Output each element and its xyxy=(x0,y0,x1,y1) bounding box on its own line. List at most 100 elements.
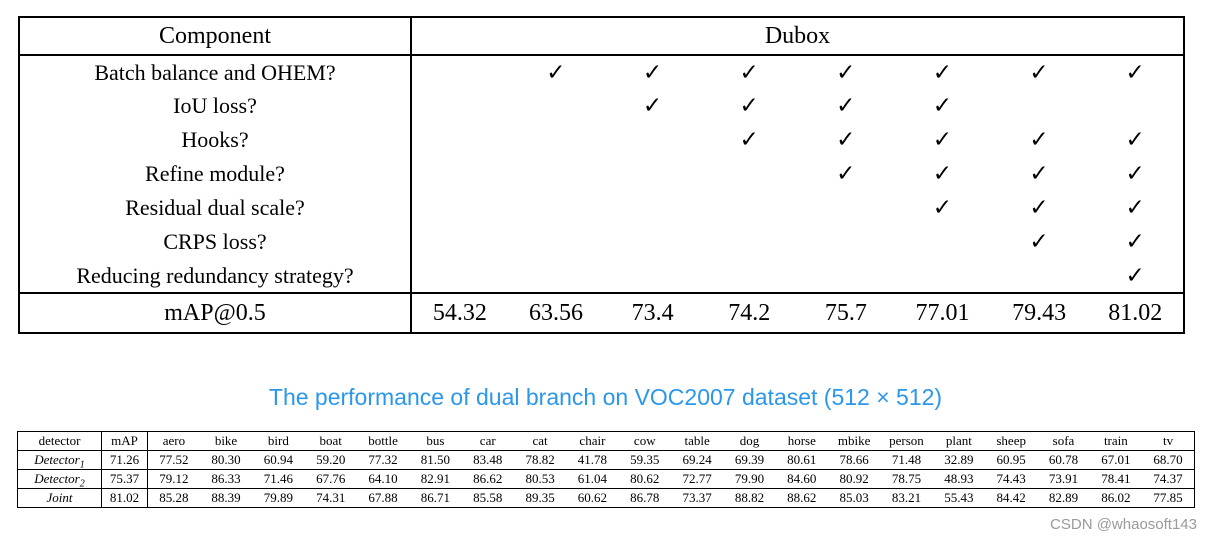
map-row: mAP@0.5 54.32 63.56 73.4 74.2 75.7 77.01 79.43 8… xyxy=(19,292,1184,333)
empty-cell xyxy=(1087,89,1184,123)
cell-value: 60.78 xyxy=(1037,450,1090,470)
column-header: person xyxy=(889,433,924,448)
check-mark: ✓ xyxy=(1029,59,1049,86)
cell-value: 86.33 xyxy=(199,469,253,489)
column-header: bus xyxy=(426,433,445,448)
detector-label: Detector1 xyxy=(17,450,102,470)
check-mark: ✓ xyxy=(739,59,759,86)
cell-value: 77.85 xyxy=(1142,488,1195,508)
component-label: IoU loss? xyxy=(19,89,412,123)
detector-label: Detector2 xyxy=(17,469,102,489)
cell-value: 80.53 xyxy=(513,469,567,489)
component-label: Residual dual scale? xyxy=(19,191,412,225)
empty-cell xyxy=(991,259,1088,293)
cell-value: 48.93 xyxy=(932,469,985,489)
empty-cell xyxy=(894,225,991,259)
empty-cell xyxy=(701,191,798,225)
empty-cell xyxy=(894,259,991,293)
check-mark: ✓ xyxy=(932,59,953,86)
check-mark: ✓ xyxy=(1029,127,1049,153)
component-label: Refine module? xyxy=(19,157,412,191)
component-label: Hooks? xyxy=(19,123,412,157)
cell-value: 83.21 xyxy=(880,488,933,508)
cell-value: 74.37 xyxy=(1142,469,1195,489)
ablation-row: IoU loss? ✓ ✓ ✓ ✓ xyxy=(19,89,1184,123)
component-header: Component xyxy=(19,17,412,56)
watermark: CSDN @whaosoft143 xyxy=(1050,516,1197,533)
column-header: dog xyxy=(739,433,760,448)
empty-cell xyxy=(411,157,508,191)
cell-value: 80.92 xyxy=(827,469,881,489)
check-mark: ✓ xyxy=(932,161,953,187)
cell-value: 78.82 xyxy=(513,450,567,470)
check-mark: ✓ xyxy=(1029,229,1049,255)
cell-value: 88.82 xyxy=(723,488,776,508)
check-mark: ✓ xyxy=(836,59,856,86)
cell-value: 59.35 xyxy=(618,450,671,470)
performance-row: Detector2 75.37 79.12 86.33 71.46 67.76 64.10 8… xyxy=(17,469,1195,489)
cell-value: 82.91 xyxy=(409,469,462,489)
ablation-row: Refine module? ✓ ✓ ✓ ✓ xyxy=(19,157,1184,191)
performance-table-body: Detector1 71.26 77.52 80.30 60.94 59.20 77.32 8… xyxy=(17,450,1195,508)
cell-value: 67.88 xyxy=(356,488,410,508)
column-header: chair xyxy=(579,433,606,448)
map-value: 75.7 xyxy=(797,292,895,333)
dubox-header: Dubox xyxy=(411,17,1184,56)
column-header: bottle xyxy=(368,433,398,448)
cell-value: 78.41 xyxy=(1089,469,1143,489)
cell-value: 86.02 xyxy=(1089,488,1143,508)
ablation-table-body: Batch balance and OHEM? ✓ ✓ ✓ ✓ ✓ ✓ ✓ IoU loss? ✓… xyxy=(19,55,1184,333)
check-mark: ✓ xyxy=(932,93,953,119)
ablation-row: CRPS loss? ✓ ✓ xyxy=(19,225,1184,259)
check-mark: ✓ xyxy=(836,161,856,187)
cell-value: 71.26 xyxy=(101,450,148,470)
cell-value: 84.42 xyxy=(985,488,1038,508)
cell-value: 86.78 xyxy=(618,488,671,508)
column-header: horse xyxy=(787,433,816,448)
cell-value: 84.60 xyxy=(775,469,828,489)
cell-value: 88.39 xyxy=(199,488,253,508)
map-label: mAP@0.5 xyxy=(19,292,412,333)
map-value: 73.4 xyxy=(604,292,701,333)
column-header: train xyxy=(1103,433,1128,448)
ablation-table: Component Dubox Batch balance and OHEM? ✓… xyxy=(18,16,1185,334)
cell-value: 71.46 xyxy=(252,469,305,489)
empty-cell xyxy=(411,259,508,293)
cell-value: 60.95 xyxy=(985,450,1038,470)
cell-value: 67.01 xyxy=(1089,450,1143,470)
empty-cell xyxy=(991,89,1088,123)
empty-cell xyxy=(798,225,895,259)
cell-value: 80.61 xyxy=(775,450,828,470)
empty-cell xyxy=(508,89,605,123)
check-mark: ✓ xyxy=(1125,127,1145,153)
column-header: detector xyxy=(17,431,102,451)
cell-value: 73.37 xyxy=(670,488,724,508)
check-mark: ✓ xyxy=(1029,195,1049,221)
check-mark: ✓ xyxy=(739,127,759,153)
check-mark: ✓ xyxy=(1125,195,1145,221)
cell-value: 67.76 xyxy=(304,469,357,489)
map-value: 79.43 xyxy=(990,292,1088,333)
cell-value: 86.62 xyxy=(461,469,514,489)
cell-value: 74.31 xyxy=(304,488,357,508)
cell-value: 71.48 xyxy=(880,450,933,470)
cell-value: 64.10 xyxy=(356,469,410,489)
table-caption: The performance of dual branch on VOC200… xyxy=(268,384,943,410)
column-header: car xyxy=(479,433,496,448)
cell-value: 79.90 xyxy=(723,469,776,489)
empty-cell xyxy=(604,225,701,259)
cell-value: 77.52 xyxy=(147,450,200,470)
cell-value: 77.32 xyxy=(356,450,410,470)
map-value: 77.01 xyxy=(894,292,991,333)
column-header: cow xyxy=(633,433,656,448)
empty-cell xyxy=(411,123,508,157)
cell-value: 89.35 xyxy=(513,488,567,508)
cell-value: 80.30 xyxy=(199,450,253,470)
cell-value: 59.20 xyxy=(304,450,357,470)
column-header: bike xyxy=(214,433,238,448)
column-header: bird xyxy=(267,433,289,448)
ablation-row: Hooks? ✓ ✓ ✓ ✓ ✓ xyxy=(19,123,1184,157)
ablation-row: Reducing redundancy strategy? ✓ xyxy=(19,259,1184,293)
ablation-header-row: Component Dubox xyxy=(19,17,1184,56)
cell-value: 41.78 xyxy=(566,450,619,470)
